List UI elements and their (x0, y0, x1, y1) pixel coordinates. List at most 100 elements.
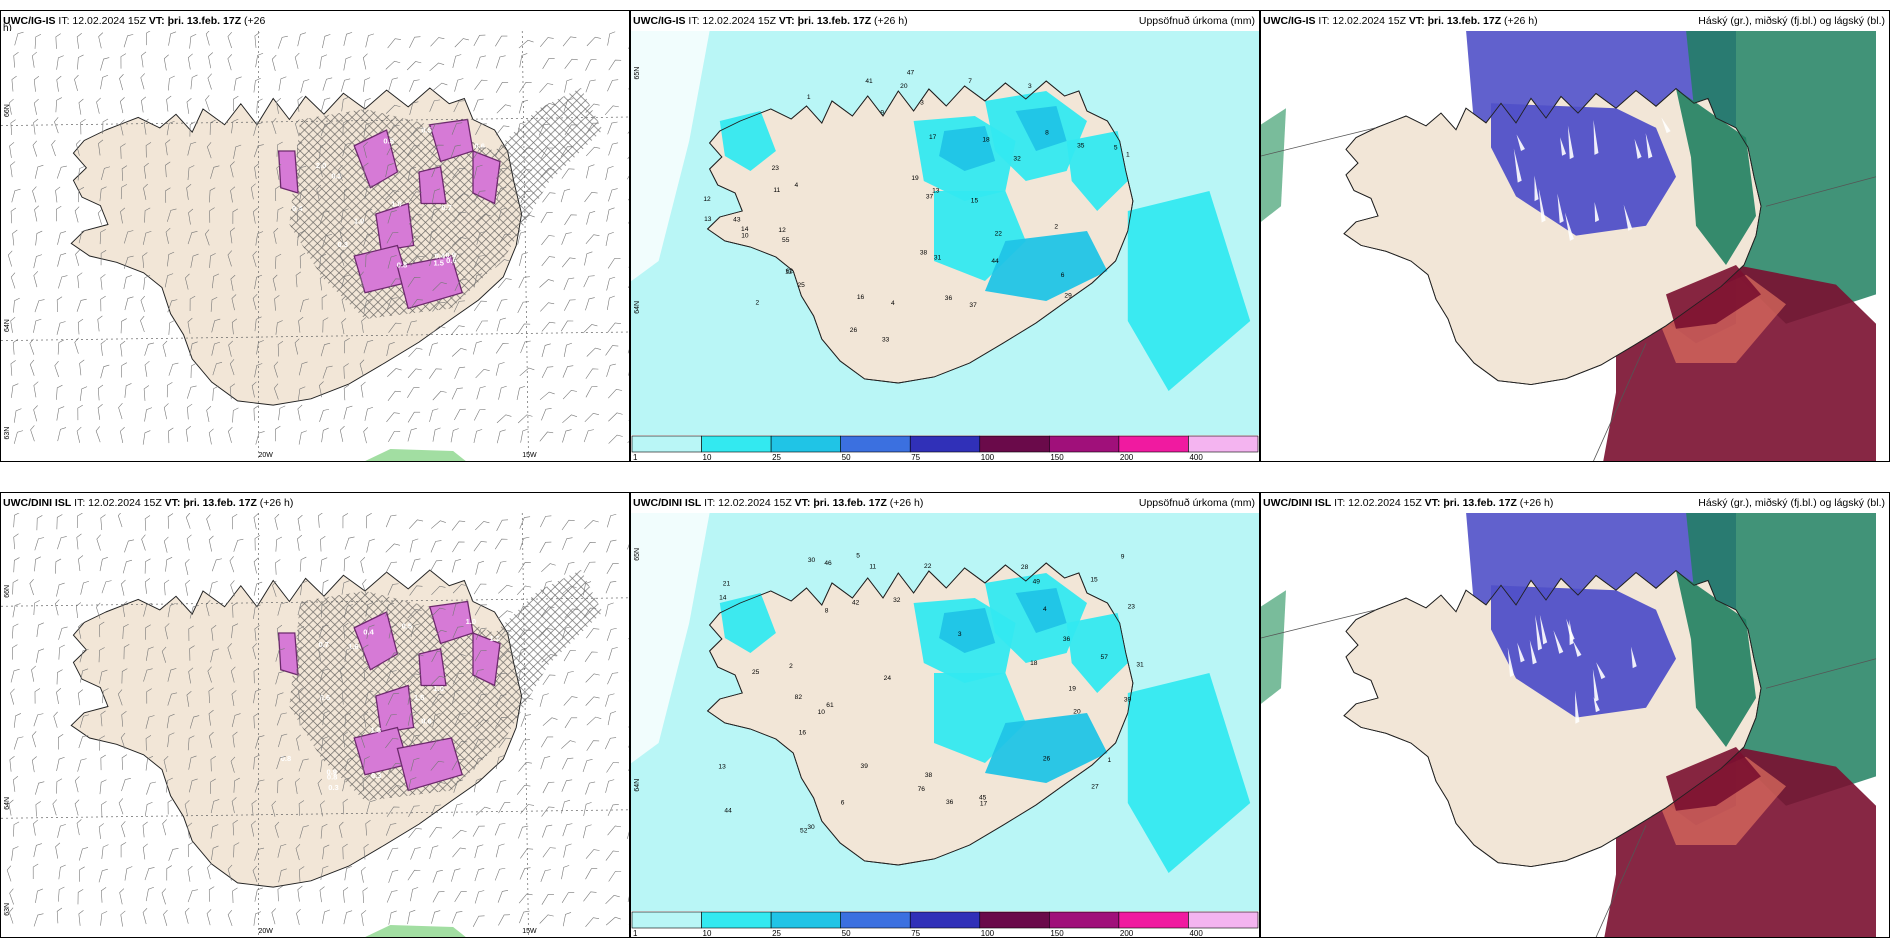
precip-value: 27 (1091, 783, 1099, 790)
cloud-gap (1575, 690, 1580, 724)
init-time: IT: 12.02.2024 15Z (688, 15, 776, 27)
wind-barb (124, 866, 133, 881)
wind-barb (363, 209, 373, 223)
wind-barb (428, 368, 442, 379)
snow-value: 1.0 (354, 217, 364, 226)
valid-time: VT: þri. 13.feb. 17Z (1408, 15, 1502, 27)
wind-barb (453, 803, 463, 817)
wind-barb (518, 762, 532, 772)
wind-barb (432, 427, 441, 442)
wind-barb (562, 429, 572, 443)
high-cloud-over-land (1491, 585, 1676, 718)
latitude-label: 64N (634, 301, 641, 314)
wind-barb (451, 348, 467, 357)
wind-barb (542, 717, 558, 726)
wind-barb (475, 560, 485, 575)
wind-barb (33, 271, 39, 288)
wind-barb (361, 910, 367, 926)
wind-barb (473, 255, 485, 268)
wind-barb (586, 716, 602, 726)
wind-barb (211, 318, 221, 333)
wind-barb (342, 777, 351, 792)
wind-barb (561, 519, 575, 531)
wind-barb (474, 719, 489, 729)
wind-barb (605, 345, 619, 356)
wind-barb (229, 359, 235, 376)
wind-barb (388, 784, 403, 795)
wind-barb (209, 253, 216, 268)
map-canvas (1261, 513, 1889, 937)
wind-barb (408, 653, 424, 663)
wind-barb (253, 144, 264, 158)
precip-area (985, 713, 1108, 783)
precip-value: 19 (911, 175, 919, 182)
low-cloud-over-land (1666, 265, 1761, 329)
wind-barb (299, 298, 310, 313)
wind-barb (541, 653, 557, 663)
longitude-label: 20W (258, 928, 273, 935)
wind-barb (274, 295, 280, 311)
wind-barb (56, 321, 66, 335)
cloud-gap (1596, 662, 1606, 680)
precip-value: 37 (969, 302, 977, 309)
wind-barb (162, 340, 168, 357)
wind-barb (101, 887, 107, 903)
wind-barb (144, 801, 153, 817)
wind-barb (498, 651, 514, 661)
wind-barb (452, 847, 466, 858)
wind-barb (409, 299, 423, 310)
wind-barb (385, 823, 397, 836)
wind-barb (163, 536, 169, 553)
wind-barb (539, 83, 554, 93)
wind-barb (121, 668, 128, 684)
wind-barb (100, 754, 106, 771)
wind-barb (211, 341, 221, 356)
wind-barb (453, 193, 469, 202)
wind-barb (541, 894, 554, 905)
wind-barb (210, 165, 220, 179)
wind-barb (410, 558, 421, 572)
wind-barb (190, 362, 197, 378)
wind-barb (386, 143, 399, 156)
boundary-line (1765, 658, 1877, 689)
wind-barb (607, 389, 623, 399)
cloud-gap (1634, 138, 1642, 159)
wind-barb (362, 53, 368, 70)
wind-barb (561, 779, 573, 792)
wind-barb (276, 141, 283, 157)
wind-barb (386, 342, 395, 356)
wind-barb (79, 648, 89, 663)
precip-value: 23 (1128, 603, 1136, 610)
wind-barb (473, 34, 486, 47)
wind-barb (299, 825, 309, 839)
wind-barb (585, 849, 600, 859)
wind-barb (585, 868, 598, 880)
precip-value: 14 (719, 595, 727, 602)
wind-barb (450, 428, 459, 443)
cloud-gap (1623, 204, 1633, 231)
wind-barb (453, 779, 464, 793)
snow-value: 0.8 (281, 754, 291, 763)
wind-barb (57, 824, 66, 838)
wind-barb (143, 118, 149, 135)
wind-barb (606, 295, 615, 310)
wind-barb (252, 865, 258, 882)
wind-barb (320, 342, 331, 357)
precip-value: 11 (785, 269, 792, 276)
wind-barb (10, 668, 20, 683)
wind-barb (143, 183, 148, 200)
precip-value: 13 (718, 764, 726, 771)
wind-barb (55, 842, 61, 859)
wind-barb (277, 35, 288, 49)
wind-barb (10, 119, 16, 136)
wind-barb (33, 405, 38, 422)
wind-barb (298, 800, 305, 816)
wind-barb (34, 164, 44, 179)
wind-barb (520, 340, 531, 354)
wind-barb (476, 55, 486, 69)
wind-barb (561, 232, 572, 245)
wind-barb (498, 234, 511, 245)
wind-barb (363, 98, 371, 113)
wind-barb (495, 125, 510, 136)
valid-time: VT: þri. 13.feb. 17Z (794, 497, 887, 509)
